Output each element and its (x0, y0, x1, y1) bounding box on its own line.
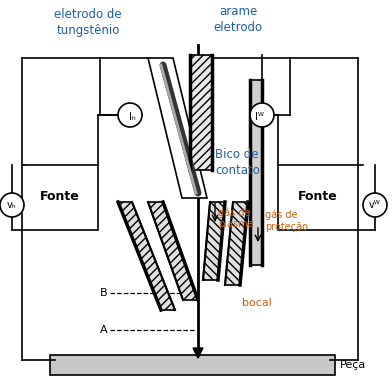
Text: Iₕ: Iₕ (129, 112, 135, 122)
Text: gás de
proteção: gás de proteção (265, 210, 308, 232)
Circle shape (118, 103, 142, 127)
Text: gás de
plasma: gás de plasma (218, 207, 254, 229)
Text: Bico de
contato: Bico de contato (215, 148, 260, 177)
Text: vₕ: vₕ (7, 200, 17, 210)
Text: vᵂ: vᵂ (369, 200, 381, 210)
Text: Iᵂ: Iᵂ (256, 112, 265, 122)
Text: Peça: Peça (340, 360, 366, 370)
Circle shape (250, 103, 274, 127)
Bar (190, 55, 212, 170)
Text: Fonte: Fonte (40, 191, 80, 203)
Text: eletrodo de
tungstênio: eletrodo de tungstênio (54, 8, 122, 37)
Text: B: B (100, 288, 108, 298)
Text: arame
eletrodo: arame eletrodo (213, 5, 263, 34)
Bar (50, 355, 335, 375)
Polygon shape (148, 202, 198, 300)
Text: A: A (100, 325, 108, 335)
Circle shape (0, 193, 24, 217)
Polygon shape (203, 202, 225, 280)
Bar (22, 165, 98, 230)
Bar (278, 165, 358, 230)
Bar (250, 80, 262, 265)
Polygon shape (118, 202, 175, 310)
Polygon shape (193, 348, 203, 358)
Polygon shape (225, 202, 248, 285)
Text: Fonte: Fonte (298, 191, 338, 203)
Text: bocal: bocal (242, 298, 272, 308)
Circle shape (363, 193, 387, 217)
Polygon shape (148, 58, 207, 198)
